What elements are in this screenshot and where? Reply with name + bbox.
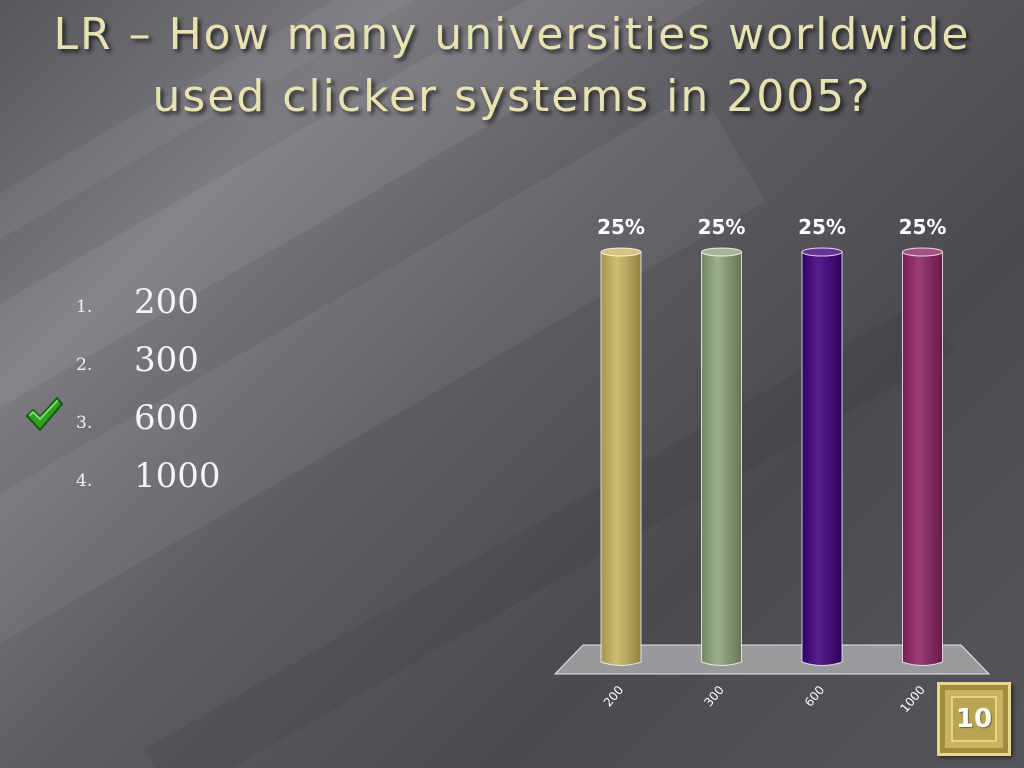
- response-bar-chart: 25% 200 25% 300 25% 600 25% 1000: [553, 215, 991, 715]
- answer-number: 4.: [76, 471, 93, 491]
- answer-text: 300: [134, 340, 199, 380]
- chart-bar-600: [801, 251, 843, 666]
- correct-answer-check-icon: [26, 397, 63, 431]
- answer-number: 1.: [76, 297, 93, 317]
- answer-text: 1000: [134, 456, 221, 496]
- chart-category-label: 1000: [897, 683, 927, 715]
- chart-category-label: 600: [802, 683, 827, 710]
- chart-data-label: 25%: [698, 215, 746, 239]
- countdown-value: 10: [951, 696, 997, 742]
- answer-text: 200: [134, 282, 199, 322]
- answer-number: 2.: [76, 355, 93, 375]
- chart-bar-cap: [701, 247, 742, 257]
- chart-floor: [553, 644, 991, 675]
- chart-bar-300: [701, 251, 742, 666]
- answer-text: 600: [134, 398, 199, 438]
- slide-title: LR – How many universities worldwide use…: [53, 9, 971, 122]
- chart-bar-200: [600, 251, 642, 666]
- chart-bar-cap: [600, 247, 642, 257]
- chart-data-label: 25%: [899, 215, 947, 239]
- chart-data-label: 25%: [597, 215, 645, 239]
- chart-bar-cap: [902, 247, 943, 257]
- chart-category-label: 200: [601, 683, 626, 710]
- countdown-timer: 10: [937, 682, 1011, 756]
- answer-number: 3.: [76, 413, 93, 433]
- chart-category-label: 300: [701, 683, 726, 710]
- chart-bar-cap: [801, 247, 843, 257]
- chart-bar-1000: [902, 251, 943, 666]
- chart-data-label: 25%: [798, 215, 846, 239]
